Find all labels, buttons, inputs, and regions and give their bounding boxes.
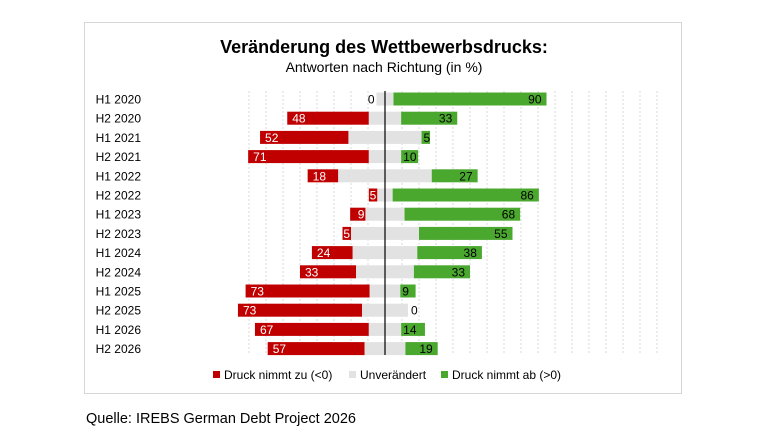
category-label: H1 2024 [96,246,142,260]
bar-decrease [400,284,416,298]
data-label-decrease: 9 [402,285,409,299]
source-note: Quelle: IREBS German Debt Project 2026 [86,411,356,427]
data-label-increase: 0 [368,93,375,107]
category-label: H1 2023 [96,208,142,222]
bar-decrease [401,150,419,164]
category-label: H2 2026 [96,342,142,356]
bar-decrease [405,342,438,356]
data-label-increase: 52 [265,131,279,145]
bar-increase [307,169,339,183]
data-label-decrease: 10 [403,150,417,164]
data-label-decrease: 33 [439,112,453,126]
chart: Veränderung des Wettbewerbsdrucks: Antwor… [96,37,658,382]
category-label: H2 2020 [96,112,142,126]
legend-swatch [441,371,448,378]
bar-decrease [417,246,482,260]
chart-title: Veränderung des Wettbewerbsdrucks: [220,37,548,57]
bar-decrease [392,188,539,202]
chart-frame: Veränderung des Wettbewerbsdrucks: Antwor… [84,22,682,394]
bar-increase [350,207,366,221]
data-label-increase: 67 [260,323,274,337]
data-label-decrease: 55 [494,227,508,241]
bar-increase [342,226,351,240]
bar-decrease [421,130,431,144]
category-label: H1 2026 [96,323,142,337]
data-label-decrease: 5 [424,131,431,145]
category-label: H1 2022 [96,169,142,183]
data-label-decrease: 0 [411,304,418,318]
bar-decrease [401,111,458,125]
category-label: H2 2025 [96,304,142,318]
bar-increase [254,322,369,336]
bar-increase [368,188,378,202]
category-label: H1 2025 [96,285,142,299]
data-label-increase: 33 [305,265,319,279]
data-label-decrease: 19 [419,342,433,356]
bar-increase [260,130,349,144]
data-label-decrease: 86 [520,189,534,203]
category-label: H1 2020 [96,93,142,107]
data-label-increase: 73 [243,304,257,318]
data-label-increase: 5 [370,189,377,203]
data-label-decrease: 90 [528,93,542,107]
bar-increase [311,246,353,260]
data-label-decrease: 33 [452,265,466,279]
data-label-decrease: 14 [403,323,417,337]
legend-swatch [349,371,356,378]
bar-decrease [419,226,513,240]
bar-decrease [431,169,478,183]
data-label-increase: 71 [253,150,267,164]
bar-decrease [413,265,470,279]
data-label-decrease: 68 [502,208,516,222]
chart-subtitle: Antworten nach Richtung (in %) [286,59,483,75]
data-label-decrease: 38 [464,246,478,260]
bar-decrease [393,92,547,106]
bar-increase [248,150,369,164]
category-label: H2 2021 [96,150,142,164]
data-label-increase: 48 [292,112,306,126]
bar-increase [300,265,357,279]
category-label: H2 2023 [96,227,142,241]
data-label-decrease: 27 [459,169,473,183]
bar-increase [237,303,363,317]
legend-swatch [213,371,220,378]
legend-label: Druck nimmt zu (<0) [224,368,332,382]
data-label-increase: 9 [358,208,365,222]
legend-label: Unverändert [360,368,427,382]
data-label-increase: 57 [273,342,287,356]
category-label: H2 2022 [96,189,142,203]
bar-increase [287,111,369,125]
data-label-increase: 18 [313,169,327,183]
category-label: H2 2024 [96,265,142,279]
data-label-increase: 5 [343,227,350,241]
legend-label: Druck nimmt ab (>0) [452,368,561,382]
data-label-increase: 73 [251,285,265,299]
category-label: H1 2021 [96,131,142,145]
bar-decrease [401,322,425,336]
data-label-increase: 24 [317,246,331,260]
bar-increase [267,342,365,356]
bar-decrease [404,207,521,221]
bar-increase [245,284,370,298]
